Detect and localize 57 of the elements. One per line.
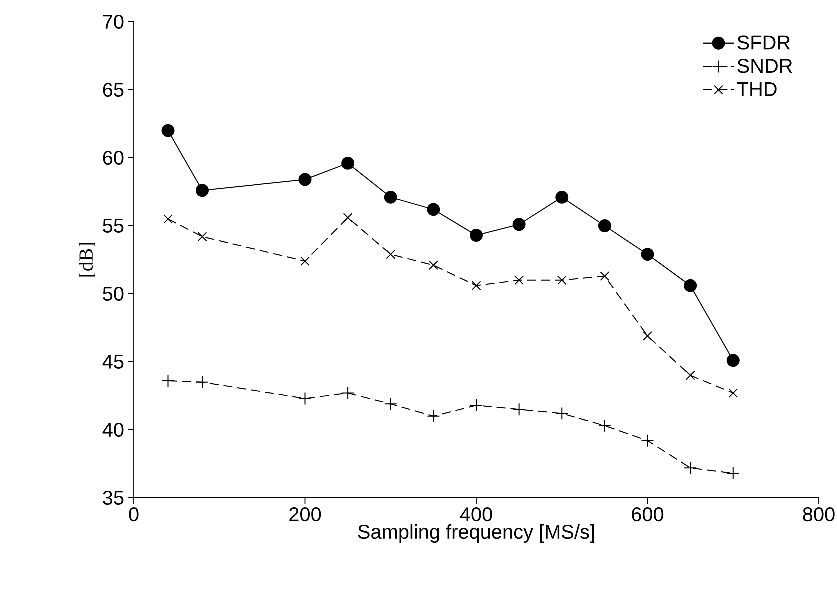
point xyxy=(686,370,696,380)
point xyxy=(684,462,698,475)
x-tick-label: 600 xyxy=(632,508,664,522)
point xyxy=(428,260,438,270)
point xyxy=(300,256,310,266)
x-tick-label: 400 xyxy=(460,508,492,522)
x-tick-label: 200 xyxy=(290,508,322,522)
y-tick-label: 35 xyxy=(103,490,124,506)
point xyxy=(470,229,483,242)
point xyxy=(196,376,209,389)
point xyxy=(641,248,654,262)
point xyxy=(726,354,740,368)
point xyxy=(641,434,654,448)
legend-label: SFDR xyxy=(738,36,790,50)
point xyxy=(726,467,740,480)
point xyxy=(598,220,612,232)
point xyxy=(342,156,355,170)
point xyxy=(514,276,524,286)
y-tick-label: 70 xyxy=(103,14,124,30)
legend-label: SNDR xyxy=(738,59,792,74)
y-axis-title: [dB] xyxy=(79,243,96,277)
point xyxy=(343,213,353,223)
point xyxy=(384,190,398,204)
point xyxy=(512,218,526,232)
point xyxy=(196,184,209,198)
point xyxy=(472,281,482,291)
point xyxy=(298,392,312,406)
point xyxy=(728,388,738,398)
point xyxy=(643,331,652,341)
y-tick-label: 45 xyxy=(102,355,124,369)
x-tick-label: 800 xyxy=(803,508,835,522)
y-tick-label: 65 xyxy=(103,82,124,98)
point xyxy=(342,386,355,400)
point xyxy=(427,203,440,216)
point xyxy=(162,124,175,138)
point xyxy=(470,399,483,412)
point xyxy=(556,407,569,420)
x-tick-label: 0 xyxy=(129,508,139,522)
point xyxy=(427,410,440,423)
point xyxy=(298,173,312,186)
point xyxy=(556,190,569,204)
point xyxy=(384,398,398,411)
point xyxy=(684,279,698,292)
point xyxy=(600,272,610,282)
y-tick-label: 40 xyxy=(102,422,124,438)
point xyxy=(164,214,173,224)
point xyxy=(162,374,175,388)
point xyxy=(557,276,567,286)
point xyxy=(598,419,612,432)
y-tick-label: 55 xyxy=(103,219,124,233)
point xyxy=(512,403,526,416)
point xyxy=(198,232,208,242)
point xyxy=(386,250,396,260)
y-tick-label: 60 xyxy=(103,150,124,166)
legend-label: THD xyxy=(737,82,777,96)
x-axis-title: Sampling frequency [MS/s] xyxy=(358,524,594,544)
y-tick-label: 50 xyxy=(103,286,124,302)
